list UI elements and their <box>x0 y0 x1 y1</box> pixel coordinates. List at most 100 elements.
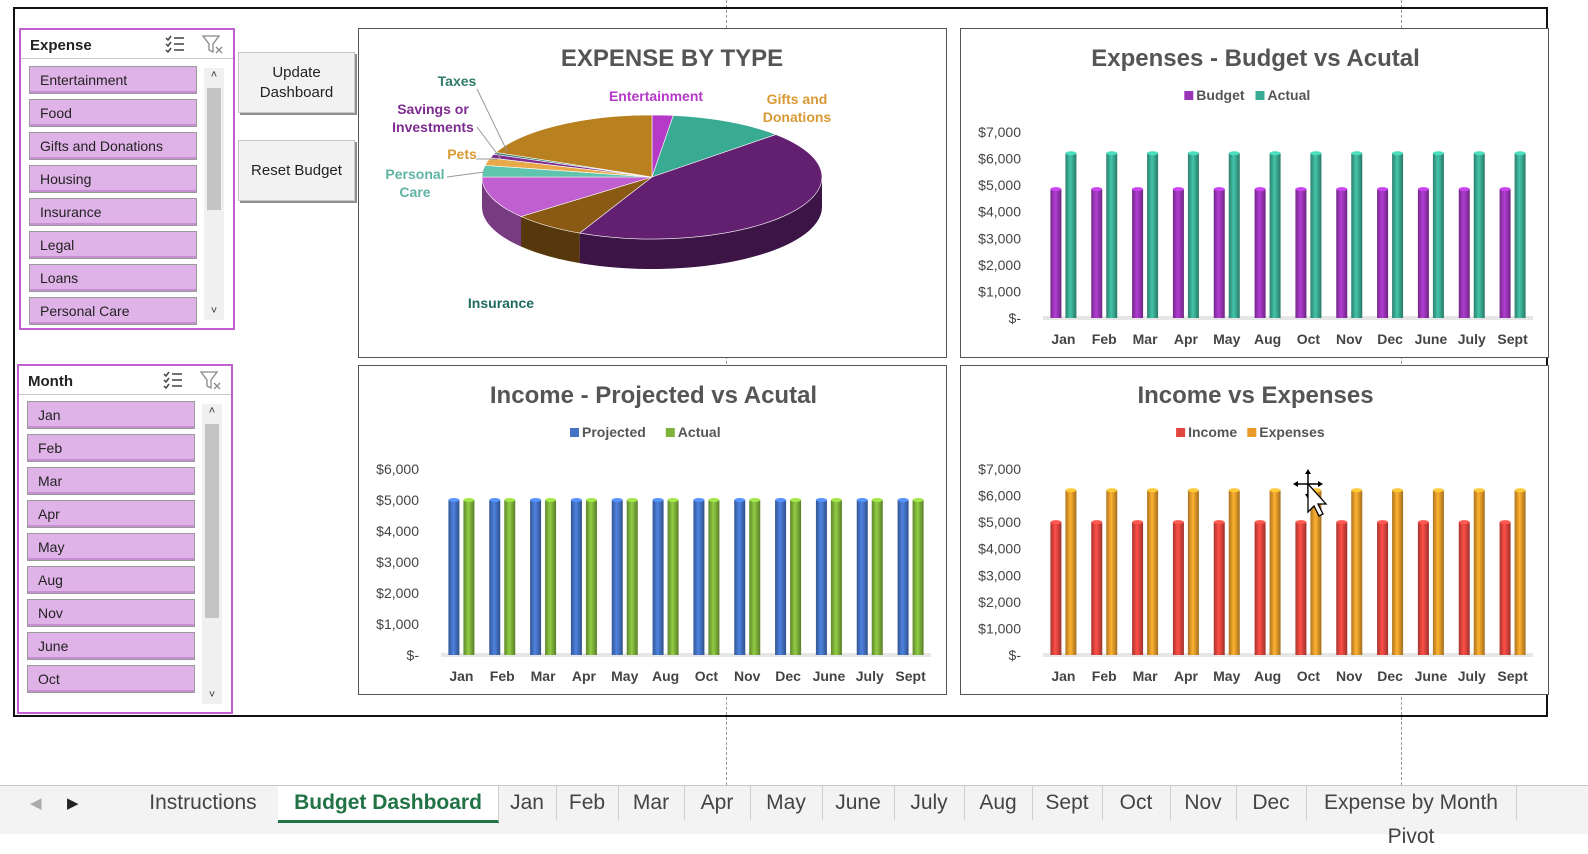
bar[interactable] <box>1310 153 1322 318</box>
bar[interactable] <box>815 500 827 655</box>
bar[interactable] <box>871 500 883 655</box>
bar[interactable] <box>1432 490 1444 655</box>
bar[interactable] <box>1432 153 1444 318</box>
bar[interactable] <box>708 500 720 655</box>
bar[interactable] <box>1514 153 1526 318</box>
bar[interactable] <box>626 500 638 655</box>
sheet-tab[interactable]: Expense by Month Pivot <box>1306 786 1517 848</box>
bar[interactable] <box>897 500 909 655</box>
bar[interactable] <box>1187 153 1199 318</box>
bar[interactable] <box>1458 522 1470 655</box>
slicer-item[interactable]: Feb <box>27 434 195 462</box>
pie-slice[interactable] <box>481 176 653 217</box>
sheet-tab[interactable]: July <box>894 786 965 820</box>
slicer-item[interactable]: Insurance <box>29 198 197 226</box>
slicer-scrollbar[interactable]: ˄ ˅ <box>202 404 222 704</box>
scroll-tabs-right-icon[interactable]: ▶ <box>67 795 79 812</box>
bar[interactable] <box>463 500 475 655</box>
sheet-tab[interactable]: June <box>822 786 895 820</box>
bar[interactable] <box>1295 522 1307 655</box>
sheet-tab[interactable]: May <box>750 786 823 820</box>
bar[interactable] <box>1091 522 1103 655</box>
scroll-down-icon[interactable]: ˅ <box>208 689 216 701</box>
bar[interactable] <box>1377 522 1389 655</box>
bar[interactable] <box>1228 490 1240 655</box>
bar[interactable] <box>1065 153 1077 318</box>
bar[interactable] <box>489 500 501 655</box>
scroll-up-icon[interactable]: ˄ <box>208 405 216 417</box>
bar[interactable] <box>912 500 924 655</box>
bar[interactable] <box>1213 189 1225 318</box>
bar[interactable] <box>1377 189 1389 318</box>
sheet-tab[interactable]: Sept <box>1032 786 1103 820</box>
slicer-item[interactable]: Loans <box>29 264 197 292</box>
slicer-item[interactable]: Gifts and Donations <box>29 132 197 160</box>
bar[interactable] <box>790 500 802 655</box>
expenses-budget-actual-chart[interactable]: Expenses - Budget vs Acutal Budget Actual $… <box>960 28 1549 358</box>
bar[interactable] <box>1336 189 1348 318</box>
bar[interactable] <box>1106 490 1118 655</box>
bar[interactable] <box>1351 490 1363 655</box>
slicer-item[interactable]: Jan <box>27 401 195 429</box>
pie-slice[interactable] <box>651 115 777 178</box>
bar[interactable] <box>1147 490 1159 655</box>
bar[interactable] <box>856 500 868 655</box>
slicer-scrollbar[interactable]: ˄ ˅ <box>204 68 224 320</box>
sheet-tab[interactable]: Budget Dashboard <box>278 786 499 823</box>
slicer-item[interactable]: Apr <box>27 500 195 528</box>
slicer-item[interactable]: Food <box>29 99 197 127</box>
slicer-item[interactable]: Mar <box>27 467 195 495</box>
slicer-item[interactable]: Oct <box>27 665 195 693</box>
multi-select-icon[interactable] <box>162 370 184 390</box>
bar[interactable] <box>1228 153 1240 318</box>
bar[interactable] <box>1187 490 1199 655</box>
expense-by-type-chart[interactable]: EXPENSE BY TYPE Taxes Savings or Investment… <box>358 28 947 358</box>
scrollbar-thumb[interactable] <box>207 88 221 210</box>
bar[interactable] <box>1392 153 1404 318</box>
slicer-item[interactable]: Personal Care <box>29 297 197 325</box>
scroll-up-icon[interactable]: ˄ <box>210 69 218 81</box>
bar[interactable] <box>1499 522 1511 655</box>
bar[interactable] <box>1417 189 1429 318</box>
bar[interactable] <box>1295 189 1307 318</box>
bar[interactable] <box>1473 490 1485 655</box>
bar[interactable] <box>1254 522 1266 655</box>
bar[interactable] <box>504 500 516 655</box>
bar[interactable] <box>1269 153 1281 318</box>
multi-select-icon[interactable] <box>164 34 186 54</box>
bar[interactable] <box>1310 490 1322 655</box>
bar[interactable] <box>1065 490 1077 655</box>
bar[interactable] <box>585 500 597 655</box>
bar[interactable] <box>1417 522 1429 655</box>
slicer-item[interactable]: Nov <box>27 599 195 627</box>
bar[interactable] <box>1106 153 1118 318</box>
bar[interactable] <box>1213 522 1225 655</box>
bar[interactable] <box>1091 189 1103 318</box>
bar[interactable] <box>775 500 787 655</box>
slicer-item[interactable]: Aug <box>27 566 195 594</box>
bar[interactable] <box>830 500 842 655</box>
scroll-tabs-left-icon[interactable]: ◀ <box>30 795 42 812</box>
income-projected-actual-chart[interactable]: Income - Projected vs Acutal Projected Act… <box>358 365 947 695</box>
bar[interactable] <box>448 500 460 655</box>
bar[interactable] <box>1147 153 1159 318</box>
sheet-tab[interactable]: Feb <box>556 786 619 820</box>
bar[interactable] <box>1132 522 1144 655</box>
bar[interactable] <box>1132 189 1144 318</box>
bar[interactable] <box>693 500 705 655</box>
sheet-tab[interactable]: Aug <box>964 786 1033 820</box>
bar[interactable] <box>734 500 746 655</box>
bar[interactable] <box>1514 490 1526 655</box>
bar[interactable] <box>545 500 557 655</box>
slicer-item[interactable]: Housing <box>29 165 197 193</box>
sheet-tab[interactable]: Oct <box>1102 786 1171 820</box>
bar[interactable] <box>1172 522 1184 655</box>
bar[interactable] <box>1499 189 1511 318</box>
sheet-tab[interactable]: Instructions <box>128 786 279 820</box>
scrollbar-thumb[interactable] <box>205 424 219 618</box>
bar[interactable] <box>667 500 679 655</box>
bar[interactable] <box>1392 490 1404 655</box>
bar[interactable] <box>1254 189 1266 318</box>
bar[interactable] <box>530 500 542 655</box>
bar[interactable] <box>1172 189 1184 318</box>
